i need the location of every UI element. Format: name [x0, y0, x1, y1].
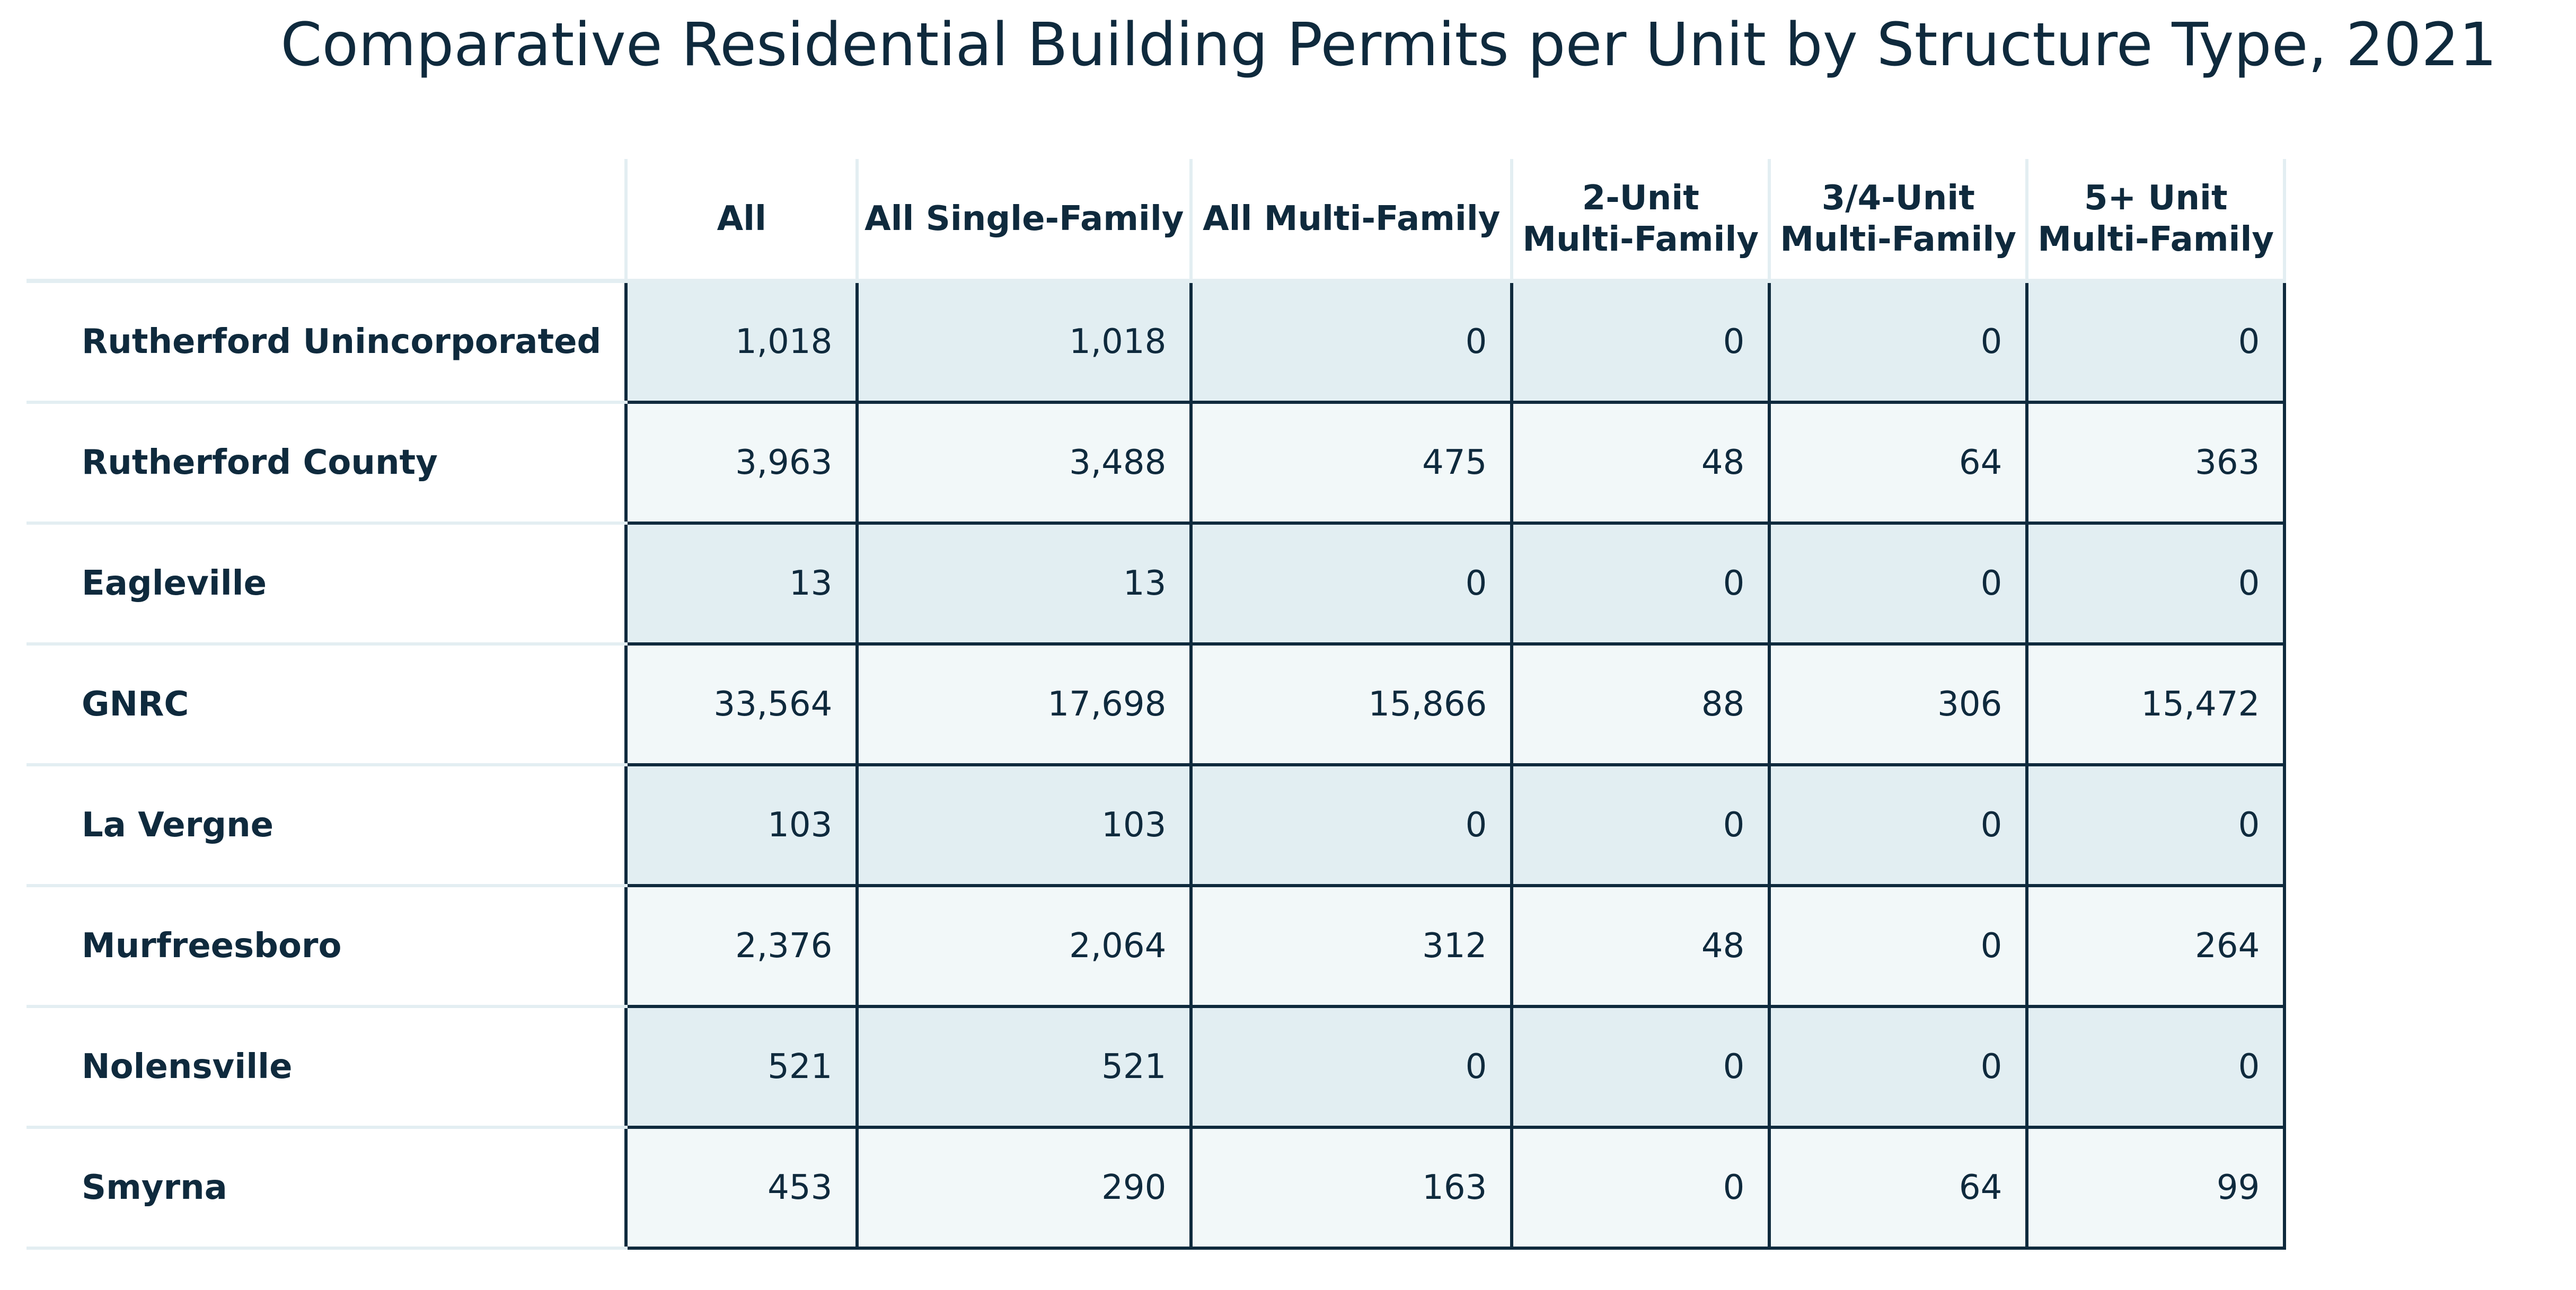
cell-all-single-family: 17,698	[855, 642, 1193, 766]
cell-all-multi-family: 312	[1189, 884, 1514, 1008]
cell-5-plus-unit: 363	[2025, 401, 2287, 525]
cell-all-single-family: 1,018	[855, 279, 1193, 404]
row-label: La Vergne	[27, 765, 627, 887]
row-label: Nolensville	[27, 1006, 627, 1129]
table-row: GNRC 33,564 17,698 15,866 88 306 15,472	[27, 642, 2287, 766]
cell-all-multi-family: 475	[1189, 401, 1514, 525]
cell-all: 521	[624, 1005, 859, 1129]
column-header-all: All	[624, 159, 859, 283]
cell-5-plus-unit: 99	[2025, 1126, 2287, 1250]
cell-all: 3,963	[624, 401, 859, 525]
cell-all-single-family: 3,488	[855, 401, 1193, 525]
cell-all-multi-family: 0	[1189, 1005, 1514, 1129]
cell-all-single-family: 103	[855, 763, 1193, 887]
row-label: GNRC	[27, 644, 627, 766]
column-header-all-single-family: All Single-Family	[855, 159, 1193, 283]
cell-all-multi-family: 0	[1189, 279, 1514, 404]
table-row: Rutherford County 3,963 3,488 475 48 64 363	[27, 401, 2287, 525]
cell-all-multi-family: 0	[1189, 763, 1514, 887]
table-header: All All Single-Family All Multi-Family 2…	[27, 159, 2287, 283]
table-row: Murfreesboro 2,376 2,064 312 48 0 264	[27, 884, 2287, 1008]
header-row: All All Single-Family All Multi-Family 2…	[27, 159, 2287, 283]
cell-all-multi-family: 0	[1189, 522, 1514, 646]
permits-table: All All Single-Family All Multi-Family 2…	[27, 159, 2287, 1250]
cell-all: 2,376	[624, 884, 859, 1008]
cell-all: 1,018	[624, 279, 859, 404]
table-body: Rutherford Unincorporated 1,018 1,018 0 0 0 0 R…	[27, 279, 2287, 1250]
cell-3-4-unit: 0	[1768, 1005, 2029, 1129]
row-label: Smyrna	[27, 1127, 627, 1250]
row-label: Rutherford County	[27, 402, 627, 525]
cell-3-4-unit: 306	[1768, 642, 2029, 766]
cell-all: 103	[624, 763, 859, 887]
cell-2-unit: 0	[1510, 1005, 1771, 1129]
cell-5-plus-unit: 0	[2025, 522, 2287, 646]
cell-all-single-family: 521	[855, 1005, 1193, 1129]
table-row: Smyrna 453 290 163 0 64 99	[27, 1126, 2287, 1250]
column-header-2-unit: 2-Unit Multi-Family	[1510, 159, 1771, 283]
cell-5-plus-unit: 264	[2025, 884, 2287, 1008]
cell-3-4-unit: 64	[1768, 401, 2029, 525]
cell-2-unit: 48	[1510, 884, 1771, 1008]
cell-2-unit: 0	[1510, 279, 1771, 404]
cell-3-4-unit: 64	[1768, 1126, 2029, 1250]
cell-3-4-unit: 0	[1768, 522, 2029, 646]
row-label: Rutherford Unincorporated	[27, 281, 627, 404]
cell-3-4-unit: 0	[1768, 763, 2029, 887]
cell-5-plus-unit: 0	[2025, 763, 2287, 887]
row-label: Murfreesboro	[27, 886, 627, 1008]
cell-5-plus-unit: 0	[2025, 279, 2287, 404]
cell-all-single-family: 2,064	[855, 884, 1193, 1008]
cell-5-plus-unit: 15,472	[2025, 642, 2287, 766]
header-corner	[27, 159, 628, 283]
column-header-all-multi-family: All Multi-Family	[1189, 159, 1514, 283]
column-header-3-4-unit: 3/4-Unit Multi-Family	[1768, 159, 2029, 283]
cell-2-unit: 48	[1510, 401, 1771, 525]
column-header-5-plus-unit: 5+ Unit Multi-Family	[2025, 159, 2287, 283]
cell-all: 453	[624, 1126, 859, 1250]
cell-3-4-unit: 0	[1768, 884, 2029, 1008]
cell-5-plus-unit: 0	[2025, 1005, 2287, 1129]
cell-2-unit: 88	[1510, 642, 1771, 766]
chart-title: Comparative Residential Building Permits…	[0, 11, 2576, 79]
cell-all-multi-family: 15,866	[1189, 642, 1514, 766]
cell-2-unit: 0	[1510, 522, 1771, 646]
cell-2-unit: 0	[1510, 763, 1771, 887]
cell-all-single-family: 290	[855, 1126, 1193, 1250]
table-row: Nolensville 521 521 0 0 0 0	[27, 1005, 2287, 1129]
chart-title-text: Comparative Residential Building Permits…	[280, 11, 2497, 79]
table-row: La Vergne 103 103 0 0 0 0	[27, 763, 2287, 887]
cell-3-4-unit: 0	[1768, 279, 2029, 404]
cell-all-single-family: 13	[855, 522, 1193, 646]
table-row: Eagleville 13 13 0 0 0 0	[27, 522, 2287, 646]
row-label: Eagleville	[27, 523, 627, 646]
table-row: Rutherford Unincorporated 1,018 1,018 0 0 0 0	[27, 279, 2287, 404]
cell-2-unit: 0	[1510, 1126, 1771, 1250]
cell-all-multi-family: 163	[1189, 1126, 1514, 1250]
cell-all: 13	[624, 522, 859, 646]
cell-all: 33,564	[624, 642, 859, 766]
